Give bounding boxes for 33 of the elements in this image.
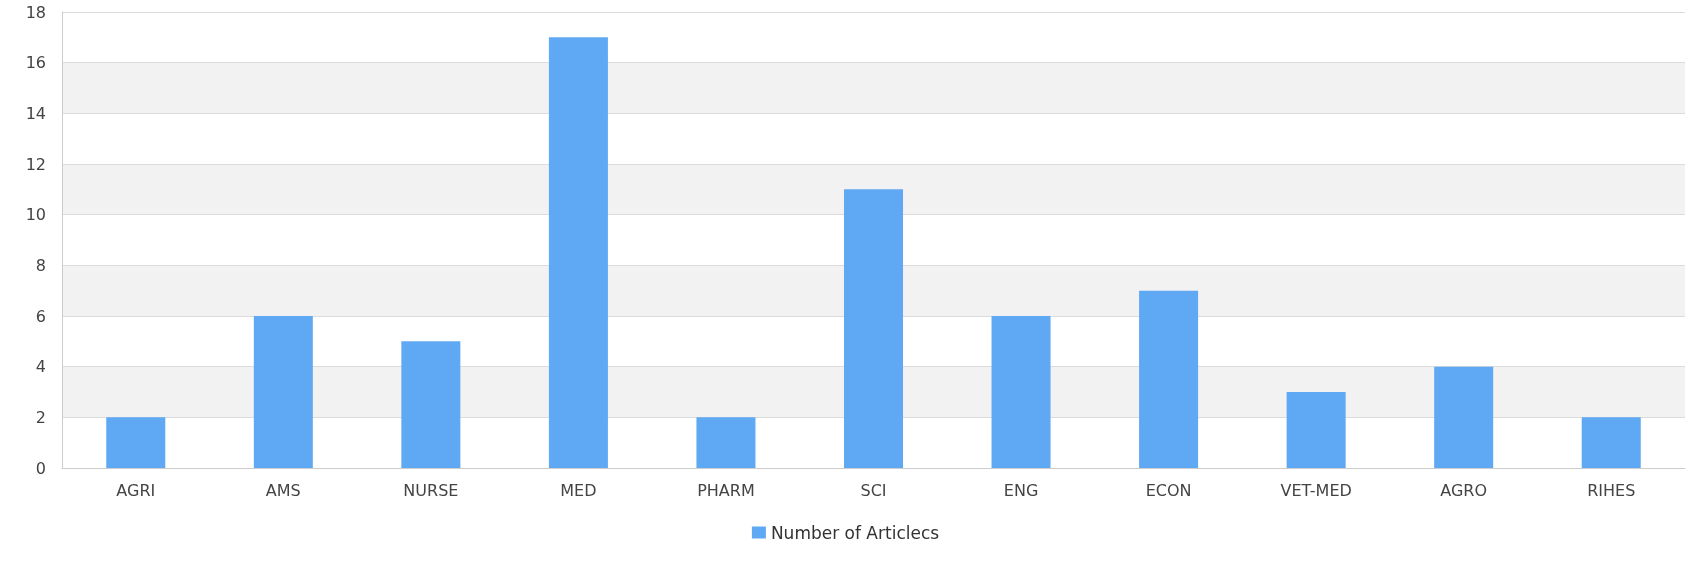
legend-label: Number of Articlecs [770, 522, 940, 543]
y-tick-label: 2 [35, 407, 46, 427]
x-tick-label: MED [560, 480, 597, 500]
y-tick-label: 18 [25, 2, 46, 22]
x-tick-label: RIHES [1587, 480, 1636, 500]
bar [106, 417, 166, 468]
bar [843, 189, 904, 468]
bar [548, 37, 608, 468]
y-tick-label: 10 [25, 205, 46, 225]
bar [1581, 417, 1641, 468]
bar [1286, 392, 1346, 468]
y-tick-label: 14 [25, 103, 46, 123]
y-tick-label: 8 [35, 255, 46, 275]
bar [401, 341, 461, 468]
y-tick-label: 4 [35, 357, 46, 377]
x-tick-label: NURSE [403, 480, 459, 500]
x-tick-label: PHARM [697, 480, 755, 500]
bar [1434, 366, 1494, 468]
x-tick-label: ENG [1003, 480, 1039, 500]
x-tick-label: AMS [265, 480, 301, 500]
x-tick-label: AGRI [116, 480, 156, 500]
bar [991, 316, 1051, 468]
x-tick-label: VET-MED [1280, 480, 1352, 500]
bar [253, 316, 313, 468]
y-tick-label: 12 [25, 154, 46, 174]
x-tick-label: ECON [1145, 480, 1192, 500]
x-tick-label: SCI [860, 480, 887, 500]
y-tick-label: 6 [35, 306, 46, 326]
y-tick-label: 0 [35, 458, 46, 478]
x-tick-label: AGRO [1440, 480, 1488, 500]
y-tick-label: 16 [25, 53, 46, 73]
bar [1139, 290, 1199, 468]
bar [696, 417, 756, 468]
